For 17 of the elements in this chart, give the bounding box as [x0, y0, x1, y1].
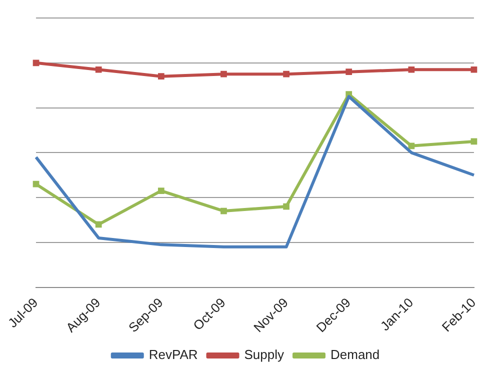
point — [346, 68, 352, 76]
point — [408, 66, 415, 73]
point — [220, 70, 227, 78]
legend-label: Supply — [244, 347, 284, 362]
point — [158, 188, 164, 194]
point — [470, 66, 478, 73]
legend-label: Demand — [330, 347, 380, 362]
point — [32, 180, 40, 188]
point — [283, 70, 290, 78]
point — [408, 142, 415, 150]
point — [283, 203, 290, 210]
point — [95, 221, 102, 228]
point — [220, 208, 227, 214]
point — [158, 73, 164, 80]
point — [95, 66, 102, 73]
legend-label: RevPAR — [148, 347, 198, 362]
point — [32, 60, 40, 66]
